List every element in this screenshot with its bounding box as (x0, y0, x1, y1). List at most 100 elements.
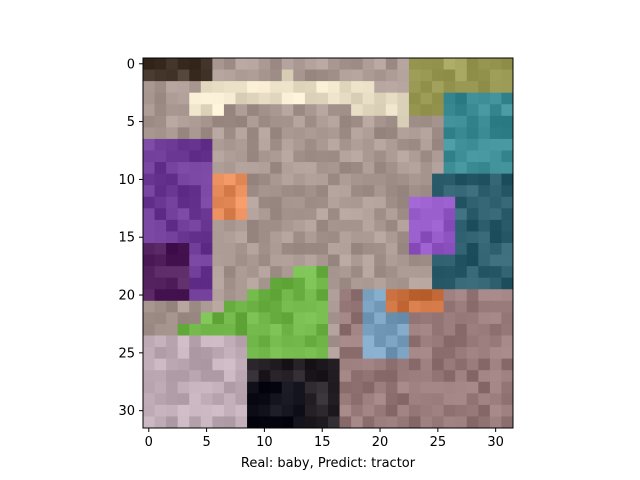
pixel (420, 335, 433, 348)
pixel (385, 208, 398, 221)
pixel (304, 358, 318, 371)
pixel (247, 92, 260, 105)
pixel (200, 243, 213, 256)
pixel (177, 347, 190, 360)
pixel (154, 115, 167, 128)
pixel (177, 323, 190, 337)
pixel (177, 335, 190, 348)
pixel (351, 300, 364, 313)
pixel (304, 231, 318, 244)
pixel (374, 393, 387, 406)
pixel (154, 69, 167, 82)
pixel (478, 323, 491, 337)
pixel (143, 312, 156, 325)
pixel (200, 393, 213, 406)
pixel (316, 231, 329, 244)
pixel (466, 196, 479, 209)
pixel (362, 370, 375, 383)
pixel (189, 162, 202, 175)
pixel (397, 127, 410, 140)
pixel (420, 138, 433, 152)
pixel (235, 231, 248, 244)
pixel (328, 69, 341, 82)
pixel (432, 243, 445, 256)
pixel (489, 243, 503, 256)
pixel (374, 173, 387, 186)
pixel (235, 381, 248, 394)
pixel (316, 173, 329, 186)
pixel (143, 243, 156, 256)
pixel (166, 393, 179, 406)
pixel (316, 162, 329, 175)
pixel (212, 104, 225, 117)
pixel (316, 208, 329, 221)
pixel (154, 138, 167, 152)
pixel (397, 335, 410, 348)
pixel (293, 323, 306, 337)
pixel (443, 335, 456, 348)
pixel (501, 323, 513, 337)
pixel (293, 104, 306, 117)
pixel (258, 69, 271, 82)
pixel (235, 162, 248, 175)
pixel (154, 300, 167, 313)
pixel (478, 335, 491, 348)
pixel (258, 138, 271, 152)
pixel (362, 358, 375, 371)
pixel (293, 185, 306, 198)
pixel (489, 393, 503, 406)
pixel (143, 173, 156, 186)
pixel (478, 393, 491, 406)
pixel (177, 196, 190, 209)
pixel (501, 127, 513, 140)
pixel (443, 127, 456, 140)
pixel (270, 219, 283, 233)
pixel (489, 104, 503, 117)
pixel (189, 277, 202, 290)
pixel (270, 300, 283, 313)
pixel (501, 277, 513, 290)
pixel (432, 254, 445, 267)
y-tick-label: 20 (118, 289, 135, 304)
pixel (385, 381, 398, 394)
pixel (362, 115, 375, 128)
pixel (304, 58, 318, 71)
pixel (235, 323, 248, 337)
pixel (443, 185, 456, 198)
pixel (362, 381, 375, 394)
pixel (351, 254, 364, 267)
pixel (281, 347, 294, 360)
pixel (304, 289, 318, 302)
pixel (432, 162, 445, 175)
pixel (397, 162, 410, 175)
pixel (166, 104, 179, 117)
pixel (420, 370, 433, 383)
pixel (166, 92, 179, 105)
pixel (328, 254, 341, 267)
pixel (281, 335, 294, 348)
pixel (281, 115, 294, 128)
pixel (339, 196, 352, 209)
pixel (223, 185, 237, 198)
pixel (223, 243, 237, 256)
pixel (166, 208, 179, 221)
pixel (281, 416, 294, 428)
pixel (489, 58, 503, 71)
pixel (351, 219, 364, 233)
pixel (143, 219, 156, 233)
pixel (270, 243, 283, 256)
pixel (385, 347, 398, 360)
pixel (339, 162, 352, 175)
pixel (270, 254, 283, 267)
pixel (304, 243, 318, 256)
pixel (154, 381, 167, 394)
pixel (235, 404, 248, 418)
pixel (374, 277, 387, 290)
pixel (304, 335, 318, 348)
pixel (270, 58, 283, 71)
pixel (304, 416, 318, 428)
pixel (154, 58, 167, 71)
pixel (223, 92, 237, 105)
pixel (143, 266, 156, 279)
pixel (328, 393, 341, 406)
